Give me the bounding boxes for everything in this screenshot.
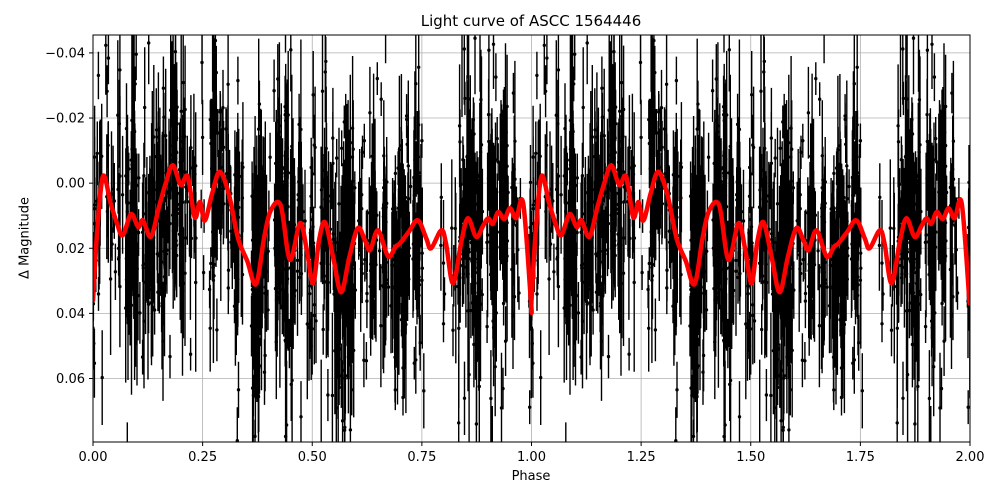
x-tick-label: 1.75 [846,450,875,465]
y-tick-label: −0.04 [45,46,85,61]
x-tick-label: 0.25 [188,450,217,465]
x-tick-label: 2.00 [956,450,985,465]
x-tick-label: 0.75 [407,450,436,465]
observations-scatter-layer [93,35,970,442]
y-axis-title: Δ Magnitude [17,197,33,279]
y-tick-label: 0.00 [56,177,85,192]
x-tick-label: 1.50 [736,450,765,465]
tick-labels: 0.00 0.25 0.50 0.75 1.00 1.25 1.50 1.75 2.00 −0.0… [45,46,984,465]
tick-marks [89,52,971,446]
smoothed-light-curve-line [93,162,970,316]
y-tick-label: 0.04 [56,307,85,322]
model-curve-layer [93,162,970,316]
x-tick-label: 0.50 [298,450,327,465]
x-tick-label: 1.00 [517,450,546,465]
x-tick-label: 0.00 [79,450,108,465]
x-tick-label: 1.25 [627,450,656,465]
y-tick-label: 0.06 [56,372,85,387]
y-tick-label: −0.02 [45,112,85,127]
x-axis-title: Phase [511,469,551,484]
chart-title: Light curve of ASCC 1564446 [420,12,642,30]
y-tick-label: 0.02 [56,242,85,257]
